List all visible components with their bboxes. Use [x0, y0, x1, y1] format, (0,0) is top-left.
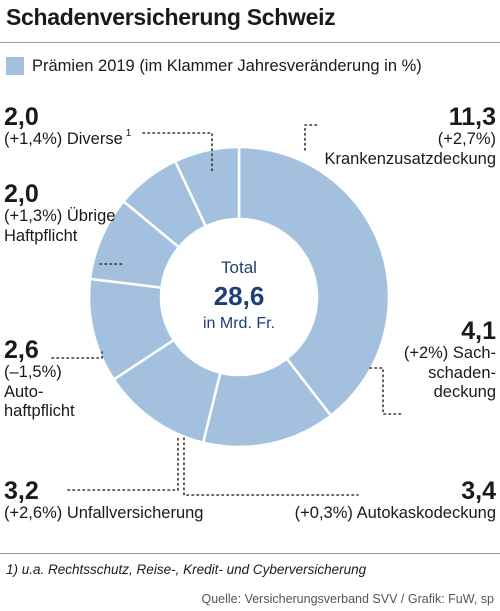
- label-uebrige-name1: Übrige: [66, 207, 116, 226]
- center-total-label: Total: [221, 258, 257, 277]
- label-kranken-name: Krankenzusatzdeckung: [324, 149, 496, 168]
- leader-line-sach: [369, 367, 404, 415]
- label-autohaft-value: 2,6: [4, 336, 39, 364]
- label-autokasko-value: 3,4: [461, 477, 496, 505]
- label-kranken-value: 11,3: [448, 103, 496, 131]
- label-unfall-value: 3,2: [4, 477, 39, 505]
- label-uebrige-value: 2,0: [4, 180, 39, 208]
- label-unfall-change: (+2,6%): [4, 504, 63, 523]
- donut-chart: [51, 124, 404, 496]
- label-sach-line1: (+2%) Sach-: [403, 344, 496, 363]
- slice-diverse: [173, 145, 241, 229]
- label-diverse-name: Diverse: [66, 130, 123, 149]
- center-total-unit: in Mrd. Fr.: [202, 315, 275, 332]
- label-diverse-note: 1: [125, 128, 132, 140]
- label-autohaft-name2: haftpflicht: [4, 402, 75, 421]
- legend-label: Prämien 2019 (im Klammer Jahresveränderu…: [32, 56, 422, 75]
- label-autohaft: 2,6 (–1,5%) Auto- haftpflicht: [4, 337, 75, 422]
- title-rule: [0, 42, 500, 43]
- legend: Prämien 2019 (im Klammer Jahresveränderu…: [6, 55, 422, 77]
- source: Quelle: Versicherungsverband SVV / Grafi…: [201, 592, 495, 606]
- leader-line-kranken: [304, 124, 319, 151]
- label-sach-value: 4,1: [461, 317, 496, 345]
- footnote: 1) u.a. Rechtsschutz, Reise-, Kredit- un…: [6, 562, 367, 577]
- label-diverse: 2,0 (+1,4%) Diverse 1: [4, 104, 131, 150]
- label-unfall: 3,2 (+2,6%) Unfallversicherung: [4, 478, 203, 524]
- slice-krankenzusatzdeckung: [237, 145, 391, 418]
- center-total-value: 28,6: [213, 281, 265, 311]
- label-uebrige-change: (+1,3%): [4, 207, 63, 226]
- chart-title: Schadenversicherung Schweiz: [6, 4, 336, 30]
- label-diverse-change: (+1,4%): [4, 130, 63, 149]
- label-sach: 4,1 (+2%) Sach- schaden- deckung: [404, 318, 496, 403]
- label-autokasko: 3,4 (+0,3%) Autokaskodeckung: [295, 478, 496, 524]
- label-kranken-change: (+2,7%): [437, 130, 496, 149]
- leader-line-autohaft: [51, 351, 103, 359]
- leader-line-unfall: [67, 437, 179, 491]
- label-kranken: 11,3 (+2,7%) Krankenzusatzdeckung: [324, 104, 496, 169]
- legend-swatch: [6, 57, 24, 75]
- label-uebrige-name2: Haftpflicht: [4, 226, 78, 245]
- label-autokasko-name: Autokaskodeckung: [356, 504, 496, 523]
- label-autohaft-change: (–1,5%): [4, 363, 62, 382]
- label-uebrige: 2,0 (+1,3%) Übrige Haftpflicht: [4, 181, 115, 246]
- label-autokasko-change: (+0,3%): [294, 504, 353, 523]
- label-sach-line2: schaden-: [428, 363, 496, 382]
- leader-line-diverse: [142, 132, 213, 173]
- label-autohaft-name1: Auto-: [4, 382, 44, 401]
- label-sach-line3: deckung: [433, 383, 496, 402]
- leader-line-autokasko: [183, 437, 359, 496]
- footnote-rule: [0, 553, 500, 554]
- label-unfall-name: Unfallversicherung: [66, 504, 204, 523]
- label-diverse-value: 2,0: [4, 103, 39, 131]
